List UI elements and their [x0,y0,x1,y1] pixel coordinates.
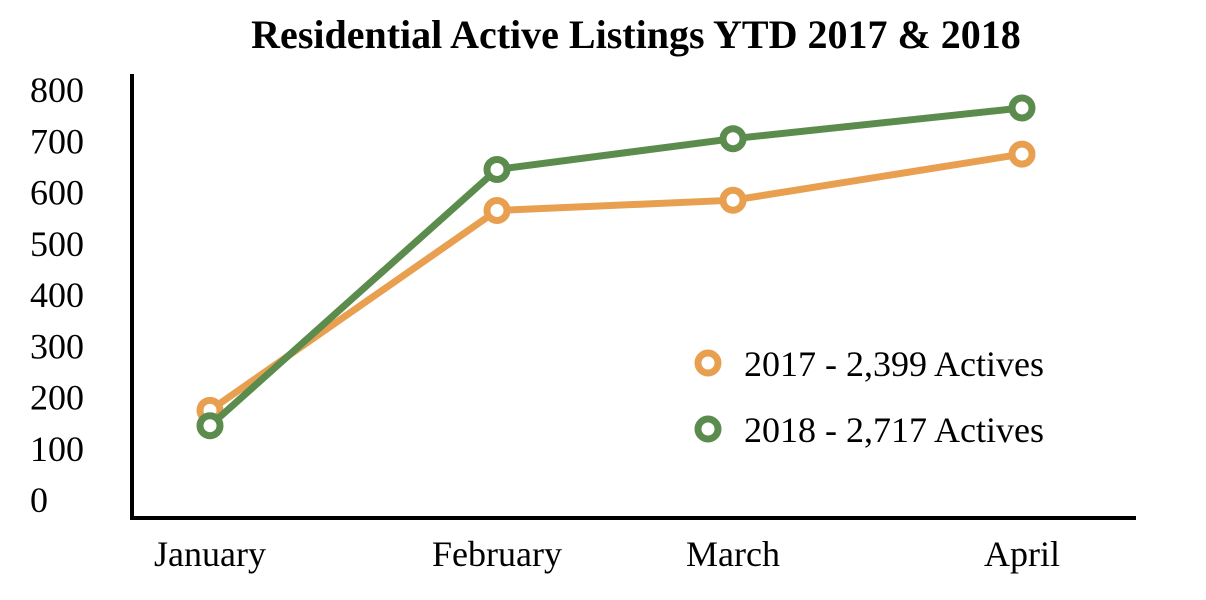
data-point-marker [483,196,511,224]
y-tick-label: 200 [30,378,84,418]
legend-label-2017: 2017 - 2,399 Actives [744,344,1044,384]
data-point-marker [719,125,747,153]
data-point-marker [1008,94,1036,122]
legend-item-2017: 2017 - 2,399 Actives [694,344,1044,384]
data-point-marker [1008,140,1036,168]
x-tick-label: March [686,534,780,574]
legend-marker-2017 [694,349,722,377]
y-tick-label: 700 [30,121,84,161]
y-tick-label: 500 [30,224,84,264]
x-axis-tick-labels: January February March April [154,534,1060,574]
series-layer [196,94,1036,440]
series-line-0 [206,150,1026,414]
y-tick-label: 400 [30,275,84,315]
series-line-1 [206,104,1026,430]
chart-title: Residential Active Listings YTD 2017 & 2… [251,12,1021,57]
legend-marker-2018 [694,415,722,443]
y-tick-label: 0 [30,480,48,520]
data-point-marker [719,186,747,214]
x-tick-label: April [984,534,1060,574]
x-tick-label: January [154,534,266,574]
data-point-marker [196,412,224,440]
x-tick-label: February [432,534,562,574]
legend-item-2018: 2018 - 2,717 Actives [694,410,1044,450]
legend-label-2018: 2018 - 2,717 Actives [744,410,1044,450]
y-axis-tick-labels: 0 100 200 300 400 500 600 700 800 [30,70,84,520]
legend: 2017 - 2,399 Actives 2018 - 2,717 Active… [694,344,1044,450]
y-tick-label: 100 [30,429,84,469]
y-tick-label: 600 [30,173,84,213]
y-tick-label: 300 [30,326,84,366]
data-point-marker [483,155,511,183]
y-tick-label: 800 [30,70,84,110]
